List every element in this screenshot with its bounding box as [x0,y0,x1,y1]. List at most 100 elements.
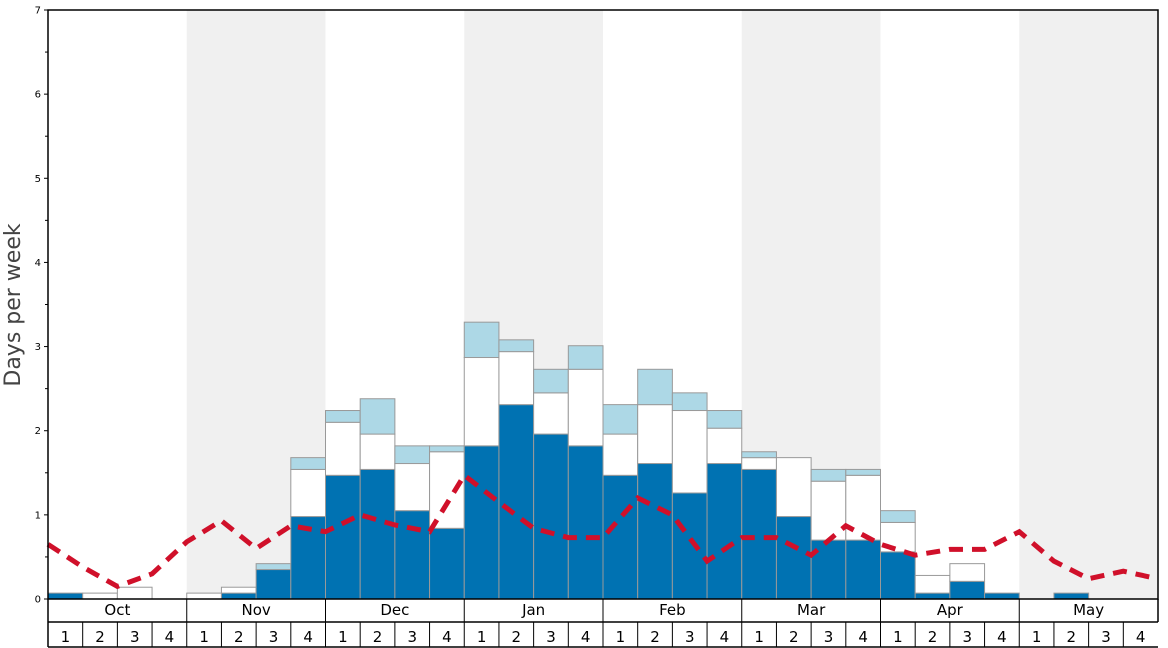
week-label: 4 [997,628,1007,646]
bar-bottom [325,474,361,600]
y-tick-label: 6 [35,90,41,101]
week-label: 1 [893,628,903,646]
bar-middle [741,457,777,470]
week-label: 4 [1136,628,1146,646]
bar-middle [186,592,222,600]
month-label-apr: Apr [937,601,964,619]
week-label: 3 [269,628,279,646]
dashed-line-series [46,471,1159,590]
bar-middle [359,433,396,470]
week-label: 4 [165,628,175,646]
bar-bottom [255,569,292,600]
week-label: 4 [581,628,591,646]
month-label-nov: Nov [241,601,270,619]
bar-middle [706,427,743,465]
bar-bottom [567,445,604,600]
y-ticks: 0 1 2 3 4 5 6 7 [35,6,48,606]
week-label: 2 [234,628,244,646]
bar-middle [394,463,431,512]
bar-middle [220,586,257,594]
bar-top [394,445,431,465]
bar-middle [810,480,847,541]
bar-middle [671,410,708,494]
bar-bottom [637,463,673,600]
week-label: 2 [1067,628,1077,646]
week-label: 2 [95,628,105,646]
week-label: 3 [824,628,834,646]
month-label-dec: Dec [380,601,409,619]
week-label: 3 [130,628,140,646]
week-label: 2 [650,628,660,646]
bar-top [845,468,881,476]
bar-bottom [880,551,916,600]
week-label: 4 [720,628,730,646]
bar-bottom [394,510,431,600]
week-label: 3 [407,628,417,646]
bar-middle [949,563,986,582]
bar-bottom [706,463,743,600]
month-label-oct: Oct [104,601,130,619]
bar-top [671,392,708,412]
bar-top [706,410,743,429]
bar-middle [533,392,569,435]
bar-top [255,563,292,571]
week-label: 1 [338,628,348,646]
bar-bottom [602,474,639,600]
week-label: 2 [928,628,938,646]
bar-middle [463,357,500,447]
bar-middle [567,368,604,447]
bar-top [429,445,465,453]
month-label-may: May [1073,601,1104,619]
week-label: 2 [373,628,383,646]
bar-top [498,339,535,353]
bar-middle [845,474,881,541]
bar-bottom [220,592,257,600]
bar-middle [325,421,361,476]
bar-middle [82,592,118,600]
bar-middle [498,351,535,406]
bar-middle [429,451,465,529]
bar-top [810,468,847,482]
week-label: 3 [1101,628,1111,646]
week-labels: 1 2 3 4 1 2 3 4 1 2 3 4 1 2 3 4 1 2 3 4 1 2 3 4 1 2 3 4 1 2 3 4 [61,622,1146,647]
month-labels: Oct Nov Dec Jan Feb Mar Apr May [104,599,1104,622]
bar-bottom [671,492,708,600]
bar-bottom [741,468,777,600]
bar-top [637,368,673,406]
y-tick-label: 1 [35,510,41,521]
bar-top [325,410,361,423]
bar-bottom [1053,592,1090,600]
y-tick-label: 2 [35,426,41,437]
bar-top [533,368,569,394]
bar-middle [775,457,812,518]
bar-top [567,345,604,370]
bar-bottom [845,539,881,600]
bar-bottom [463,445,500,600]
bar-bottom [984,592,1020,600]
bar-bottom [498,404,535,600]
bar-top [880,510,916,523]
bar-top [290,457,326,470]
week-label: 1 [477,628,487,646]
y-axis-label: Days per week [1,223,26,386]
week-label: 1 [1032,628,1042,646]
bar-bottom [914,592,951,600]
week-label: 3 [685,628,695,646]
week-label: 4 [442,628,452,646]
bar-series [47,321,1090,600]
bar-top [741,451,777,459]
week-label: 1 [616,628,626,646]
line-series [46,471,1159,590]
y-tick-label: 4 [35,258,41,269]
y-tick-label: 5 [35,174,41,185]
y-tick-label: 3 [35,342,41,353]
week-label: 2 [512,628,522,646]
week-label: 3 [546,628,556,646]
bar-middle [116,586,153,600]
week-label: 4 [303,628,313,646]
bar-middle [914,574,951,594]
month-band-may [1019,10,1158,599]
bar-middle [602,433,639,476]
y-tick-label: 7 [35,6,41,17]
